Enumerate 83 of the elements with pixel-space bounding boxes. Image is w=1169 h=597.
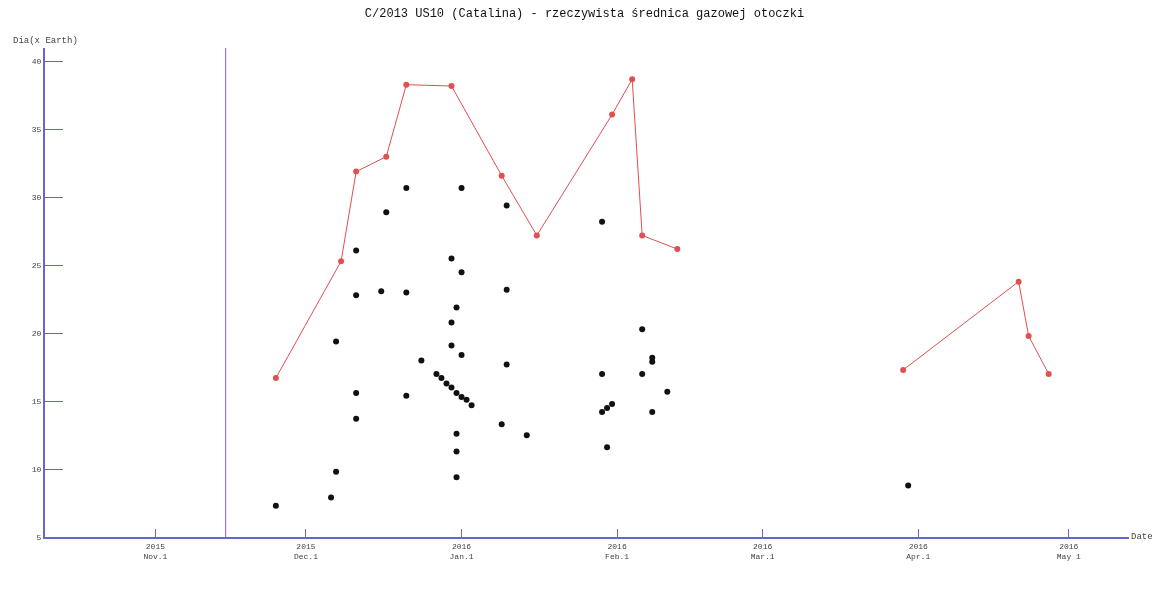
point [533, 232, 540, 239]
point [1015, 278, 1022, 285]
y-tick-label: 20 [31, 329, 42, 339]
point [338, 258, 345, 265]
point [403, 81, 410, 88]
point [433, 371, 440, 377]
point [443, 380, 450, 387]
point [333, 468, 340, 475]
point [448, 319, 455, 326]
point [458, 184, 465, 191]
point [649, 358, 656, 365]
point [1045, 371, 1052, 377]
point [353, 247, 360, 254]
x-tick-label: 2015 Nov.1 [143, 541, 168, 561]
y-tick-label: 5 [36, 532, 42, 542]
point [383, 209, 390, 216]
point [599, 218, 606, 225]
x-tick-label: 2016 Mar.1 [750, 541, 775, 561]
point [448, 384, 455, 391]
point [353, 390, 360, 397]
point [458, 269, 465, 276]
x-tick-label: 2016 Apr.1 [906, 541, 931, 561]
point [458, 394, 465, 401]
point [604, 444, 611, 451]
point [503, 202, 510, 209]
point [503, 361, 510, 368]
point [639, 371, 646, 377]
x-tick-label: 2015 Dec.1 [293, 541, 319, 561]
y-tick-label: 30 [31, 193, 42, 203]
point [639, 232, 646, 239]
point [458, 351, 465, 358]
point [448, 255, 455, 262]
point [609, 111, 616, 118]
point [448, 83, 455, 90]
point [453, 474, 460, 481]
point [604, 404, 611, 411]
point [1025, 332, 1032, 339]
point [599, 409, 606, 416]
point [353, 292, 360, 299]
point [503, 286, 510, 293]
y-tick-label: 40 [31, 57, 42, 67]
point [438, 375, 445, 382]
point [403, 289, 410, 296]
x-tick-label: 2016 May 1 [1056, 541, 1081, 561]
point [599, 371, 606, 377]
point [649, 409, 656, 416]
point [498, 421, 505, 428]
y-tick-label: 35 [31, 125, 42, 135]
point [674, 246, 681, 253]
point [900, 366, 907, 373]
point [383, 153, 390, 160]
point [328, 494, 335, 501]
point [629, 76, 636, 83]
point [905, 482, 912, 489]
x-tick-label: 2016 Feb.1 [605, 541, 630, 561]
point [418, 357, 425, 364]
point [453, 304, 460, 311]
point [463, 396, 470, 403]
chart-title: C/2013 US10 (Catalina) - rzeczywista średnica gazowej otoczki [364, 7, 805, 22]
y-tick-label: 10 [31, 464, 42, 474]
point [498, 172, 505, 179]
point [453, 430, 460, 437]
point [609, 400, 616, 407]
x-axis-title: Date [1131, 532, 1153, 542]
point [468, 402, 475, 409]
point [272, 375, 279, 382]
point [523, 432, 530, 439]
point [353, 415, 360, 422]
point [378, 288, 385, 295]
y-axis-title: Dia(x Earth) [13, 36, 78, 46]
point [272, 502, 279, 509]
point [664, 388, 671, 395]
point [403, 184, 410, 191]
y-tick-label: 15 [31, 396, 42, 406]
point [353, 168, 360, 175]
y-tick-label: 25 [31, 261, 42, 271]
point [639, 326, 646, 333]
point [453, 448, 460, 455]
point [453, 390, 460, 397]
point [448, 342, 455, 349]
x-tick-label: 2016 Jan.1 [449, 541, 474, 561]
point [403, 392, 410, 399]
point [333, 338, 340, 345]
